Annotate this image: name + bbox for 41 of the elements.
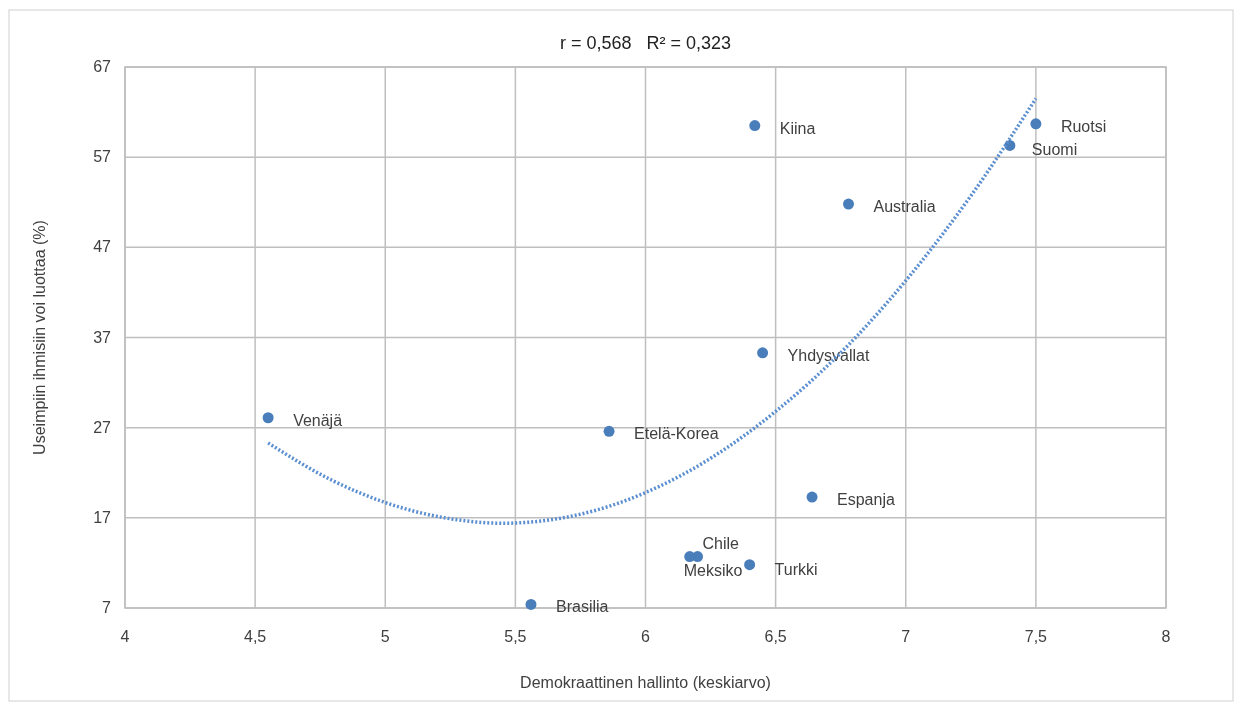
series-label: Kiina [779, 119, 816, 137]
series-label: Australia [873, 198, 936, 216]
series-label: Ruotsi [1060, 117, 1107, 135]
series-label: Espanja [837, 491, 895, 509]
point [806, 491, 818, 503]
y-tick-label: 47 [93, 238, 112, 256]
x-tick-label: 4 [120, 628, 130, 645]
series-label: Chile [702, 534, 740, 552]
series-label: Meksiko [683, 561, 743, 579]
x-tick-label: 8 [1161, 628, 1171, 645]
y-tick-label: 7 [102, 599, 112, 616]
point [262, 412, 274, 424]
point [757, 347, 769, 359]
point [843, 198, 854, 210]
y-tick-label: 37 [93, 328, 112, 346]
point [1030, 118, 1042, 130]
x-tick-label: 7 [901, 628, 911, 645]
y-tick-label: 67 [93, 58, 112, 75]
point [525, 598, 537, 610]
series-label: Brasilia [555, 598, 609, 616]
x-tick-label: 5 [380, 628, 390, 645]
x-tick-label: 4,5 [244, 628, 267, 645]
point [749, 120, 761, 132]
y-tick-label: 27 [93, 418, 112, 436]
series-label: Turkki [774, 560, 818, 578]
series-label: Suomi [1031, 141, 1078, 159]
series-label: Venäjä [293, 411, 343, 429]
x-tick-label: 6 [641, 628, 651, 645]
series-label: Yhdysvallat [787, 346, 870, 364]
y-tick-label: 57 [93, 148, 112, 166]
point [603, 425, 615, 437]
x-tick-label: 7,5 [1024, 628, 1048, 645]
x-axis-title: Demokraattinen hallinto (keskiarvo) [520, 674, 771, 691]
point [692, 551, 704, 563]
y-axis-title: Useimpiin ihmisiin voi luottaa (%) [31, 220, 48, 455]
y-tick-label: 17 [93, 508, 112, 526]
point [744, 559, 756, 571]
chart-title: r = 0,568 R² = 0,323 [559, 33, 732, 53]
x-tick-label: 6,5 [764, 628, 787, 645]
series-label: Etelä-Korea [634, 425, 719, 443]
x-tick-label: 5,5 [504, 628, 527, 645]
